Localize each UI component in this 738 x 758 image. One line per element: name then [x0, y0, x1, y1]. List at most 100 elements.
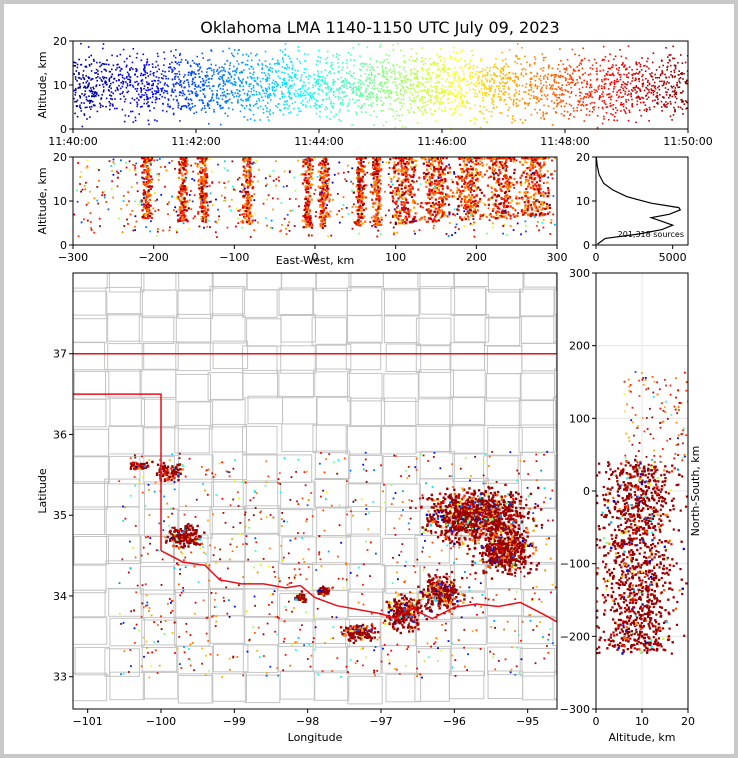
lightning-source	[491, 99, 494, 101]
lightning-source	[497, 92, 500, 95]
lightning-source	[551, 85, 553, 87]
lightning-source	[559, 101, 561, 103]
lightning-source	[448, 75, 451, 78]
lightning-source	[660, 106, 663, 108]
lightning-source	[174, 75, 177, 78]
lightning-source	[517, 78, 520, 81]
lightning-source	[248, 217, 251, 220]
lightning-source	[100, 64, 103, 66]
lightning-source	[373, 85, 375, 87]
lightning-source	[453, 46, 455, 49]
lightning-source	[526, 61, 528, 64]
lightning-source	[480, 111, 483, 114]
lightning-source	[416, 76, 419, 79]
lightning-source	[582, 105, 585, 107]
lightning-source	[405, 162, 408, 165]
lightning-source	[306, 53, 309, 56]
lightning-source	[559, 87, 561, 90]
lightning-source	[150, 216, 153, 220]
lightning-source	[357, 199, 360, 203]
lightning-source	[191, 83, 193, 86]
lightning-source	[374, 166, 377, 169]
lightning-source	[369, 82, 371, 85]
lightning-source	[319, 170, 322, 173]
lightning-source	[601, 93, 603, 95]
lightning-source	[398, 114, 401, 117]
lightning-source	[146, 216, 149, 220]
lightning-source	[108, 101, 110, 103]
lightning-source	[447, 67, 450, 69]
lightning-source	[525, 73, 527, 75]
lightning-source	[478, 75, 480, 77]
lightning-source	[440, 157, 443, 160]
lightning-source	[303, 208, 306, 212]
lightning-source	[198, 68, 201, 71]
lightning-source	[308, 202, 311, 205]
lightning-source	[182, 90, 184, 92]
lightning-source	[444, 90, 447, 93]
lightning-source	[440, 97, 442, 100]
lightning-source	[424, 105, 427, 108]
lightning-source	[455, 93, 458, 96]
lightning-source	[285, 83, 288, 86]
lightning-source	[478, 81, 481, 84]
lightning-source	[495, 75, 497, 77]
lightning-source	[559, 74, 562, 77]
lightning-source	[319, 204, 322, 207]
lightning-source	[464, 197, 467, 201]
lightning-source	[168, 70, 170, 73]
lightning-source	[542, 84, 545, 87]
lightning-source	[412, 87, 415, 90]
lightning-source	[430, 101, 432, 104]
lightning-source	[374, 173, 377, 176]
lightning-source	[438, 101, 440, 103]
lightning-source	[653, 90, 656, 92]
lightning-source	[244, 157, 247, 160]
lightning-source	[299, 79, 301, 82]
lightning-source	[184, 214, 187, 218]
lightning-source	[276, 85, 278, 87]
lightning-source	[632, 90, 634, 92]
lightning-source	[377, 204, 380, 207]
lightning-source	[264, 87, 267, 90]
lightning-source	[488, 70, 491, 72]
lightning-source	[351, 124, 353, 126]
lightning-source	[440, 100, 442, 103]
lightning-source	[576, 106, 578, 109]
lightning-source	[411, 84, 414, 87]
lightning-source	[554, 88, 556, 90]
lightning-source	[335, 113, 337, 116]
lightning-source	[388, 108, 391, 110]
lightning-source	[378, 179, 381, 182]
lightning-source	[93, 95, 96, 98]
lightning-source	[375, 165, 378, 168]
lightning-source	[74, 78, 77, 80]
lightning-source	[306, 88, 309, 91]
lightning-source	[357, 206, 360, 209]
lightning-source	[580, 92, 582, 94]
lightning-source	[208, 123, 210, 125]
lightning-source	[570, 86, 572, 89]
lightning-source	[639, 98, 641, 101]
lightning-source	[157, 89, 160, 92]
lightning-source	[191, 70, 193, 73]
lightning-source	[119, 87, 122, 90]
lightning-source	[397, 157, 400, 160]
lightning-source	[428, 190, 431, 193]
lightning-source	[356, 166, 360, 169]
lightning-source	[407, 79, 409, 81]
lightning-source	[387, 90, 390, 92]
lightning-source	[108, 90, 110, 92]
lightning-source	[179, 163, 182, 166]
lightning-source	[231, 102, 233, 104]
lightning-source	[566, 59, 569, 61]
lightning-source	[249, 158, 252, 161]
lightning-source	[374, 180, 377, 183]
lightning-source	[352, 47, 355, 49]
lightning-source	[357, 78, 360, 81]
lightning-source	[357, 177, 360, 180]
lightning-source	[332, 91, 335, 94]
lightning-source	[96, 110, 99, 113]
lightning-source	[99, 61, 101, 64]
lightning-source	[442, 173, 445, 176]
